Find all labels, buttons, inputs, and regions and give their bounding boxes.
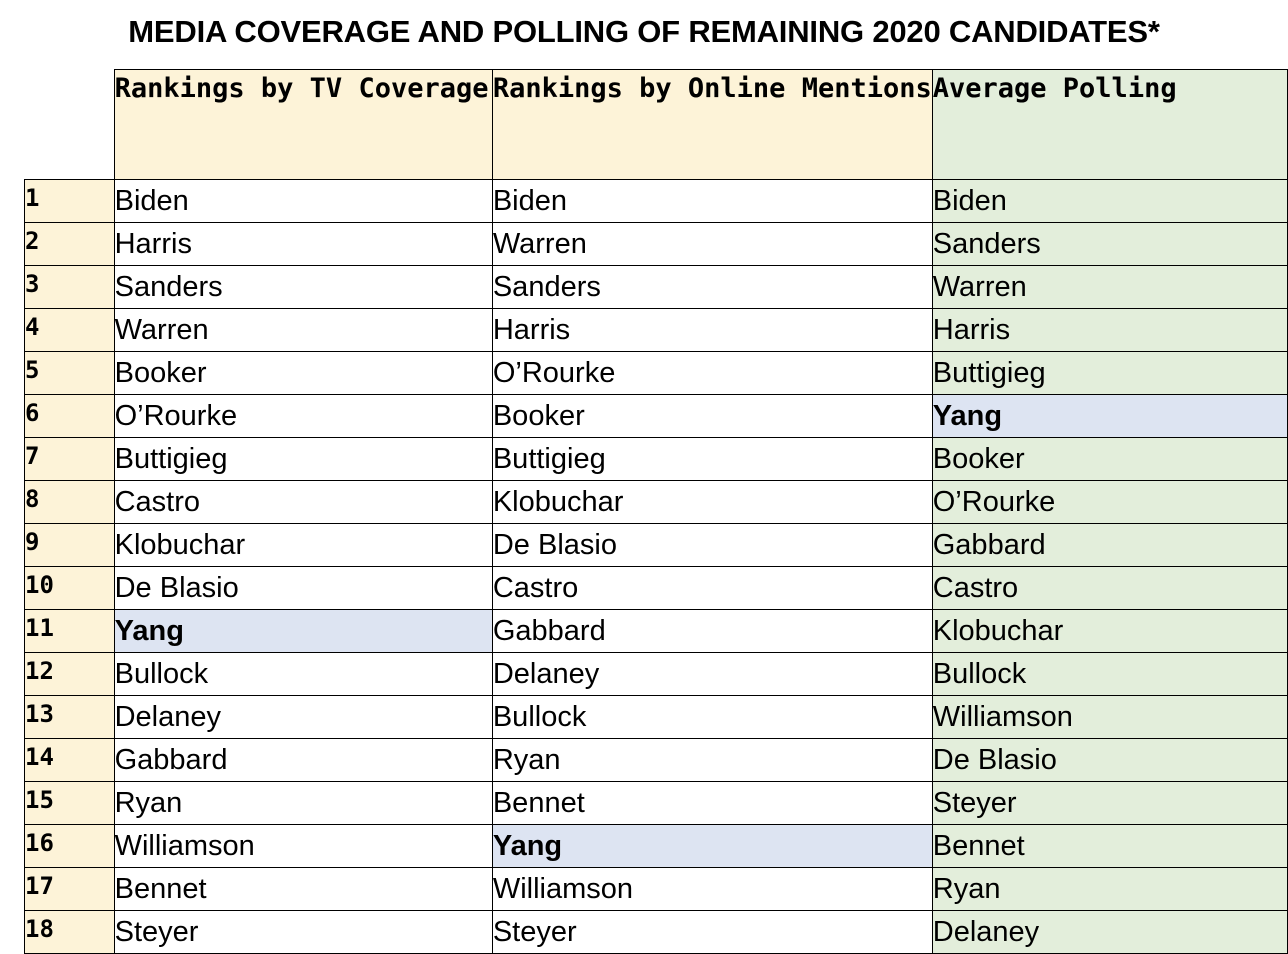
tv-coverage-cell: Warren bbox=[113, 308, 493, 352]
online-mentions-cell: Castro bbox=[491, 566, 933, 610]
average-polling-cell: Williamson bbox=[931, 695, 1288, 739]
online-mentions-cell: Bullock bbox=[491, 695, 933, 739]
table-row: 1 Biden Biden Biden bbox=[24, 179, 1288, 223]
tv-coverage-cell: Ryan bbox=[113, 781, 493, 825]
average-polling-cell: Klobuchar bbox=[931, 609, 1288, 653]
online-mentions-cell: Ryan bbox=[491, 738, 933, 782]
rankings-table-body: Rankings by TV Coverage Rankings by Onli… bbox=[24, 69, 1288, 954]
tv-coverage-cell-highlighted: Yang bbox=[113, 609, 493, 653]
online-mentions-cell: Gabbard bbox=[491, 609, 933, 653]
table-row: 2 Harris Warren Sanders bbox=[24, 222, 1288, 266]
table-row: 13 Delaney Bullock Williamson bbox=[24, 695, 1288, 739]
average-polling-cell: Buttigieg bbox=[931, 351, 1288, 395]
average-polling-cell: Biden bbox=[931, 179, 1288, 223]
average-polling-cell: Bennet bbox=[931, 824, 1288, 868]
average-polling-cell: Bullock bbox=[931, 652, 1288, 696]
tv-coverage-cell: Castro bbox=[113, 480, 493, 524]
rank-cell: 16 bbox=[24, 824, 115, 868]
rank-cell: 15 bbox=[24, 781, 115, 825]
table-row: 12 Bullock Delaney Bullock bbox=[24, 652, 1288, 696]
rank-cell: 8 bbox=[24, 480, 115, 524]
header-tv-coverage: Rankings by TV Coverage bbox=[113, 69, 493, 180]
tv-coverage-cell: Klobuchar bbox=[113, 523, 493, 567]
tv-coverage-cell: Williamson bbox=[113, 824, 493, 868]
average-polling-cell-highlighted: Yang bbox=[931, 394, 1288, 438]
table-row: 16 Williamson Yang Bennet bbox=[24, 824, 1288, 868]
online-mentions-cell: Williamson bbox=[491, 867, 933, 911]
rank-cell: 11 bbox=[24, 609, 115, 653]
average-polling-cell: Ryan bbox=[931, 867, 1288, 911]
tv-coverage-cell: Biden bbox=[113, 179, 493, 223]
rank-cell: 13 bbox=[24, 695, 115, 739]
rank-cell: 6 bbox=[24, 394, 115, 438]
tv-coverage-cell: Steyer bbox=[113, 910, 493, 954]
table-row: 4 Warren Harris Harris bbox=[24, 308, 1288, 352]
table-row: 17 Bennet Williamson Ryan bbox=[24, 867, 1288, 911]
rank-cell: 3 bbox=[24, 265, 115, 309]
table-row: 10 De Blasio Castro Castro bbox=[24, 566, 1288, 610]
header-corner-cell bbox=[24, 69, 115, 180]
table-row: 3 Sanders Sanders Warren bbox=[24, 265, 1288, 309]
header-average-polling: Average Polling bbox=[931, 69, 1288, 180]
rank-cell: 10 bbox=[24, 566, 115, 610]
tv-coverage-cell: De Blasio bbox=[113, 566, 493, 610]
tv-coverage-cell: Bullock bbox=[113, 652, 493, 696]
rank-cell: 14 bbox=[24, 738, 115, 782]
average-polling-cell: Castro bbox=[931, 566, 1288, 610]
tv-coverage-cell: Buttigieg bbox=[113, 437, 493, 481]
table-row: 14 Gabbard Ryan De Blasio bbox=[24, 738, 1288, 782]
rank-cell: 7 bbox=[24, 437, 115, 481]
table-row: 18 Steyer Steyer Delaney bbox=[24, 910, 1288, 954]
tv-coverage-cell: Bennet bbox=[113, 867, 493, 911]
table-row: 11 Yang Gabbard Klobuchar bbox=[24, 609, 1288, 653]
table-row: 15 Ryan Bennet Steyer bbox=[24, 781, 1288, 825]
rank-cell: 18 bbox=[24, 910, 115, 954]
online-mentions-cell: Warren bbox=[491, 222, 933, 266]
header-online-mentions: Rankings by Online Mentions bbox=[491, 69, 933, 180]
rank-cell: 5 bbox=[24, 351, 115, 395]
average-polling-cell: Booker bbox=[931, 437, 1288, 481]
table-row: 9 Klobuchar De Blasio Gabbard bbox=[24, 523, 1288, 567]
online-mentions-cell: Biden bbox=[491, 179, 933, 223]
tv-coverage-cell: Harris bbox=[113, 222, 493, 266]
average-polling-cell: Gabbard bbox=[931, 523, 1288, 567]
average-polling-cell: De Blasio bbox=[931, 738, 1288, 782]
tv-coverage-cell: Gabbard bbox=[113, 738, 493, 782]
online-mentions-cell-highlighted: Yang bbox=[491, 824, 933, 868]
average-polling-cell: Sanders bbox=[931, 222, 1288, 266]
header-row: Rankings by TV Coverage Rankings by Onli… bbox=[24, 69, 1288, 180]
rank-cell: 17 bbox=[24, 867, 115, 911]
average-polling-cell: Delaney bbox=[931, 910, 1288, 954]
table-row: 5 Booker O’Rourke Buttigieg bbox=[24, 351, 1288, 395]
table-row: 8 Castro Klobuchar O’Rourke bbox=[24, 480, 1288, 524]
online-mentions-cell: Buttigieg bbox=[491, 437, 933, 481]
page-title: MEDIA COVERAGE AND POLLING OF REMAINING … bbox=[128, 14, 1160, 49]
rank-cell: 4 bbox=[24, 308, 115, 352]
rank-cell: 9 bbox=[24, 523, 115, 567]
online-mentions-cell: Klobuchar bbox=[491, 480, 933, 524]
average-polling-cell: O’Rourke bbox=[931, 480, 1288, 524]
online-mentions-cell: Steyer bbox=[491, 910, 933, 954]
table-row: 7 Buttigieg Buttigieg Booker bbox=[24, 437, 1288, 481]
rank-cell: 12 bbox=[24, 652, 115, 696]
average-polling-cell: Warren bbox=[931, 265, 1288, 309]
tv-coverage-cell: O’Rourke bbox=[113, 394, 493, 438]
online-mentions-cell: O’Rourke bbox=[491, 351, 933, 395]
online-mentions-cell: Bennet bbox=[491, 781, 933, 825]
online-mentions-cell: De Blasio bbox=[491, 523, 933, 567]
tv-coverage-cell: Sanders bbox=[113, 265, 493, 309]
rankings-table: Rankings by TV Coverage Rankings by Onli… bbox=[24, 69, 1288, 954]
online-mentions-cell: Harris bbox=[491, 308, 933, 352]
tv-coverage-cell: Delaney bbox=[113, 695, 493, 739]
average-polling-cell: Harris bbox=[931, 308, 1288, 352]
rank-cell: 2 bbox=[24, 222, 115, 266]
online-mentions-cell: Booker bbox=[491, 394, 933, 438]
online-mentions-cell: Sanders bbox=[491, 265, 933, 309]
table-row: 6 O’Rourke Booker Yang bbox=[24, 394, 1288, 438]
average-polling-cell: Steyer bbox=[931, 781, 1288, 825]
rank-cell: 1 bbox=[24, 179, 115, 223]
tv-coverage-cell: Booker bbox=[113, 351, 493, 395]
online-mentions-cell: Delaney bbox=[491, 652, 933, 696]
